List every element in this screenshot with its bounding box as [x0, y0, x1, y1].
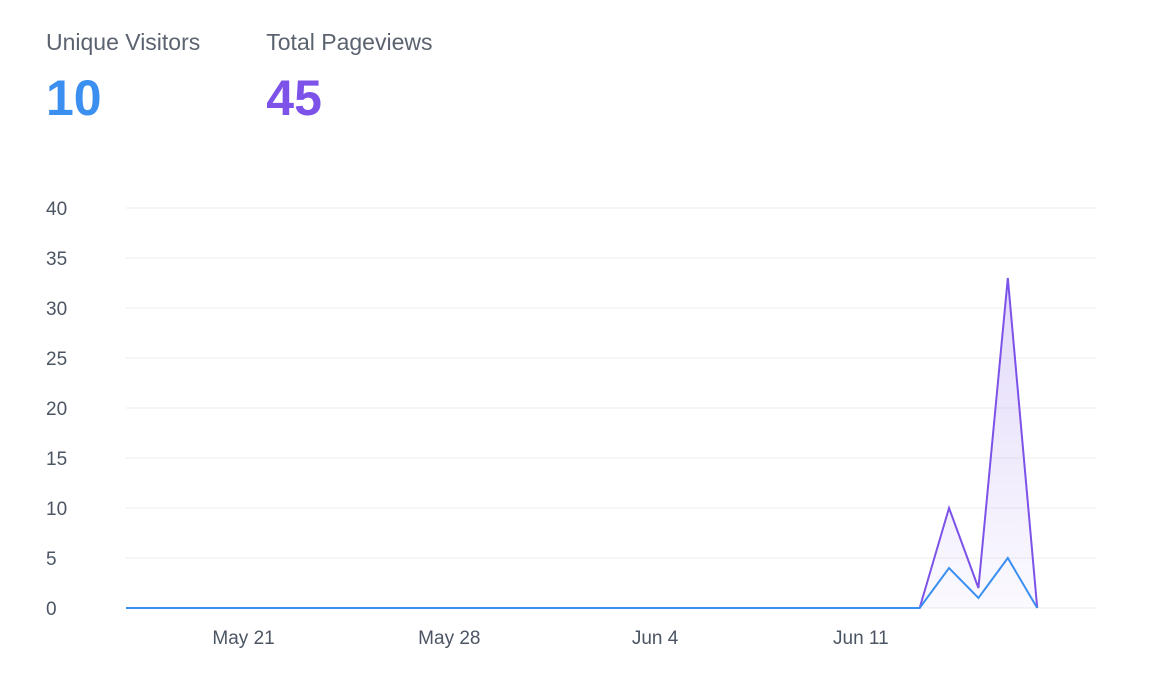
x-tick-label: May 28 — [418, 628, 480, 649]
unique-visitors-point — [976, 596, 980, 600]
total-pageviews-stat[interactable]: Total Pageviews 45 — [266, 28, 432, 126]
unique-visitors-line — [126, 556, 1039, 609]
unique-visitors-point — [1006, 556, 1010, 560]
unique-visitors-stat[interactable]: Unique Visitors 10 — [46, 28, 200, 126]
total-pageviews-value: 45 — [266, 70, 322, 126]
summary-stats: Unique Visitors 10 Total Pageviews 45 — [46, 28, 432, 126]
unique-visitors-point — [1035, 606, 1039, 610]
y-tick-label: 35 — [46, 249, 67, 270]
y-tick-label: 20 — [46, 399, 67, 420]
unique-visitors-point — [124, 606, 128, 610]
y-tick-label: 40 — [46, 199, 67, 220]
y-axis: 0 5 10 15 20 25 30 35 40 — [46, 199, 67, 620]
total-pageviews-label: Total Pageviews — [266, 29, 433, 55]
x-tick-label: May 21 — [212, 628, 274, 649]
total-pageviews-point — [1006, 276, 1010, 280]
unique-visitors-point — [918, 606, 922, 610]
x-axis: May 21 May 28 Jun 4 Jun 11 — [212, 628, 888, 649]
y-tick-label: 30 — [46, 299, 67, 320]
y-tick-label: 5 — [46, 549, 57, 570]
total-pageviews-point — [976, 586, 980, 590]
unique-visitors-point — [947, 566, 951, 570]
unique-visitors-label: Unique Visitors — [46, 29, 201, 55]
total-pageviews-point — [947, 506, 951, 510]
x-tick-label: Jun 11 — [833, 628, 889, 649]
chart-series — [124, 276, 1039, 610]
y-tick-label: 0 — [46, 599, 57, 620]
unique-visitors-value: 10 — [46, 70, 102, 126]
y-tick-label: 25 — [46, 349, 67, 370]
total-pageviews-area — [126, 278, 1038, 608]
y-tick-label: 10 — [46, 499, 67, 520]
y-tick-label: 15 — [46, 449, 67, 470]
x-tick-label: Jun 4 — [632, 628, 679, 649]
